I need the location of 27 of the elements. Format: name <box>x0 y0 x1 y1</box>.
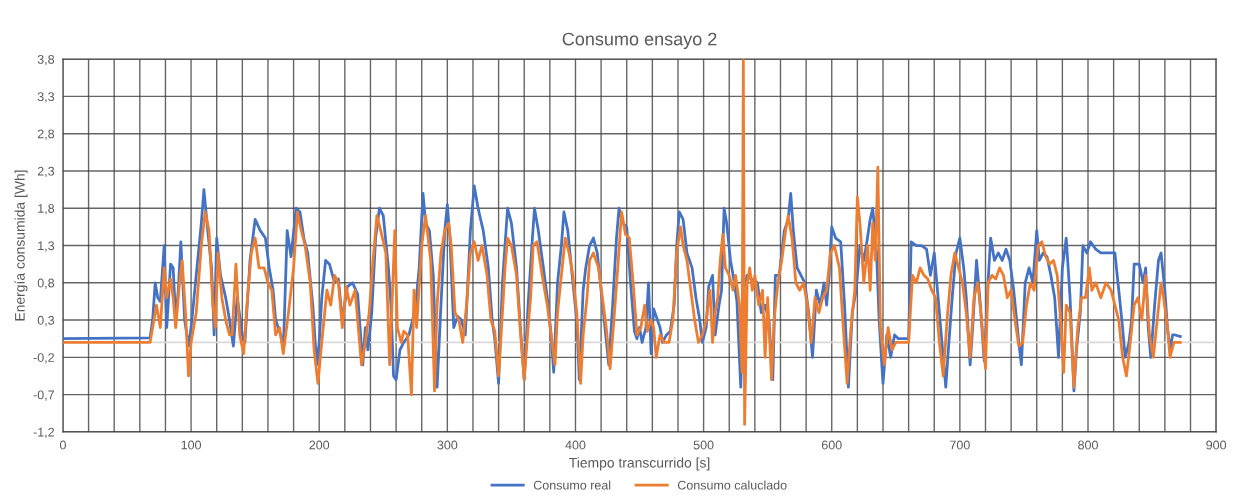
x-tick-label: 800 <box>1078 440 1098 450</box>
y-tick-label: 2,8 <box>37 129 55 140</box>
x-tick-label: 100 <box>181 440 202 450</box>
y-tick-label: 3,8 <box>37 54 55 66</box>
x-tick-label: 400 <box>565 440 586 450</box>
line-series <box>62 59 1182 426</box>
x-tick-label: 700 <box>950 440 970 450</box>
x-axis-title: Tiempo transcurrido [s] <box>569 457 710 471</box>
y-tick-label: -0,2 <box>33 353 54 364</box>
x-tick-label: 300 <box>437 440 458 450</box>
legend-label: Consumo real <box>533 480 611 490</box>
y-tick-label: 0,8 <box>37 278 55 289</box>
y-tick-label: -1,2 <box>33 427 54 439</box>
x-tick-label: 0 <box>59 440 66 450</box>
x-tick-label: 200 <box>309 440 330 450</box>
y-axis-title: Energía consumida [Wh] <box>14 170 28 321</box>
y-tick-label: 2,3 <box>37 166 55 178</box>
legend-label: Consumo caluclado <box>677 480 787 490</box>
x-tick-label: 500 <box>693 440 714 450</box>
y-tick-label: 1,8 <box>38 204 55 215</box>
x-tick-label: 900 <box>1206 440 1227 450</box>
chart-title: Consumo ensayo 2 <box>562 32 717 49</box>
y-tick-label: 1,3 <box>38 241 55 252</box>
y-tick-label: 3,3 <box>37 92 55 103</box>
x-tick-label: 600 <box>821 440 842 450</box>
y-tick-label: 0,3 <box>37 315 55 327</box>
y-tick-label: -0,7 <box>33 390 54 401</box>
